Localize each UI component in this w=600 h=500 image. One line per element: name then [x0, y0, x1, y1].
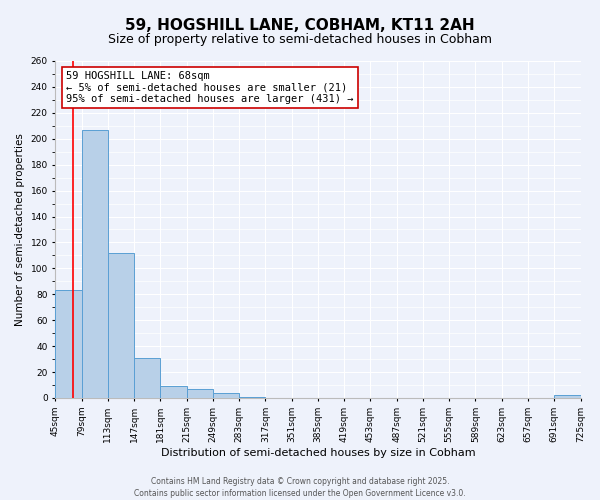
- Bar: [160, 386, 187, 398]
- Bar: [134, 358, 160, 398]
- Bar: [239, 396, 265, 398]
- Bar: [108, 253, 134, 398]
- X-axis label: Distribution of semi-detached houses by size in Cobham: Distribution of semi-detached houses by …: [161, 448, 475, 458]
- Bar: [55, 290, 82, 398]
- Bar: [213, 392, 239, 398]
- Text: Contains HM Land Registry data © Crown copyright and database right 2025.
Contai: Contains HM Land Registry data © Crown c…: [134, 476, 466, 498]
- Bar: [554, 396, 581, 398]
- Text: 59, HOGSHILL LANE, COBHAM, KT11 2AH: 59, HOGSHILL LANE, COBHAM, KT11 2AH: [125, 18, 475, 32]
- Bar: [82, 130, 108, 398]
- Bar: [187, 389, 213, 398]
- Text: Size of property relative to semi-detached houses in Cobham: Size of property relative to semi-detach…: [108, 32, 492, 46]
- Y-axis label: Number of semi-detached properties: Number of semi-detached properties: [15, 133, 25, 326]
- Text: 59 HOGSHILL LANE: 68sqm
← 5% of semi-detached houses are smaller (21)
95% of sem: 59 HOGSHILL LANE: 68sqm ← 5% of semi-det…: [66, 71, 353, 104]
